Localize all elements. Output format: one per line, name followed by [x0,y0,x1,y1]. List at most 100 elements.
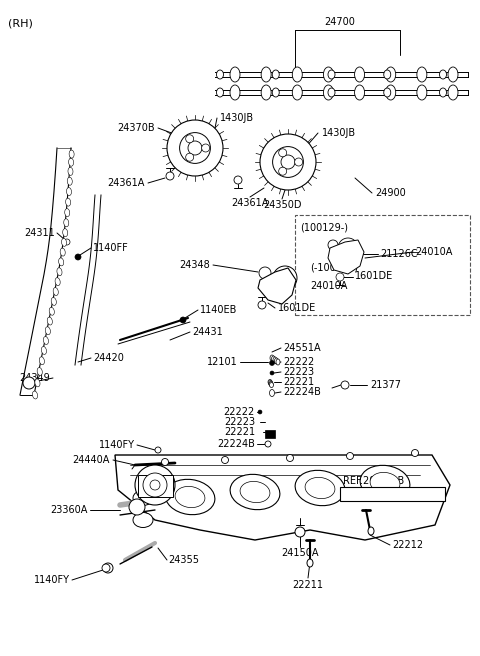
Ellipse shape [230,85,240,100]
Text: 1140EB: 1140EB [200,305,238,315]
Ellipse shape [448,67,458,82]
Text: 22222: 22222 [224,407,255,417]
Ellipse shape [440,88,446,97]
Bar [265,430,275,438]
Circle shape [180,133,210,163]
Text: 1601DE: 1601DE [278,303,316,313]
Ellipse shape [324,67,334,82]
Ellipse shape [386,67,396,82]
Ellipse shape [37,367,42,375]
Circle shape [411,449,419,457]
Ellipse shape [59,258,64,266]
Ellipse shape [63,229,68,237]
Ellipse shape [417,85,427,100]
Circle shape [234,176,242,184]
Ellipse shape [324,85,334,100]
Text: 12101: 12101 [207,357,238,367]
Circle shape [338,238,358,258]
Ellipse shape [55,277,60,285]
Text: 24700: 24700 [324,17,355,27]
Ellipse shape [216,70,224,79]
Ellipse shape [61,238,67,247]
Ellipse shape [272,88,279,97]
Ellipse shape [269,390,275,396]
Ellipse shape [69,158,73,166]
Circle shape [270,371,274,375]
Ellipse shape [165,480,215,515]
Ellipse shape [67,177,72,185]
Ellipse shape [41,346,47,354]
Text: (RH): (RH) [8,18,33,28]
Circle shape [75,254,81,260]
Bar [340,487,445,501]
Text: 24370B: 24370B [118,123,155,133]
Text: 24350D: 24350D [263,200,301,210]
Text: 22223: 22223 [283,367,314,377]
Ellipse shape [64,219,69,227]
Circle shape [279,167,287,175]
Ellipse shape [355,67,365,82]
Text: 24361A: 24361A [231,198,269,208]
Ellipse shape [292,67,302,82]
Ellipse shape [51,297,56,306]
Circle shape [279,149,287,157]
Circle shape [347,453,353,459]
Circle shape [273,146,303,177]
Text: 22224B: 22224B [217,439,255,449]
Text: 24311: 24311 [24,228,55,238]
Ellipse shape [47,317,52,325]
Text: 1140FF: 1140FF [93,243,129,253]
Text: 24010A: 24010A [415,247,452,257]
Ellipse shape [57,268,62,276]
Text: REF.20-221B: REF.20-221B [343,476,404,486]
Ellipse shape [133,512,153,527]
Circle shape [287,455,293,462]
Ellipse shape [269,382,274,388]
Ellipse shape [60,248,65,256]
Ellipse shape [295,470,345,506]
Circle shape [129,499,145,515]
Circle shape [258,301,266,309]
Text: 23360A: 23360A [50,505,88,515]
Text: 22222: 22222 [283,357,314,367]
Ellipse shape [43,337,48,344]
Ellipse shape [270,355,274,361]
Circle shape [295,158,302,166]
Ellipse shape [328,70,335,79]
Ellipse shape [360,465,410,501]
Circle shape [155,447,161,453]
Text: 1140FY: 1140FY [34,575,70,585]
Circle shape [280,273,290,283]
Polygon shape [258,268,296,304]
Text: 24010A: 24010A [310,281,348,291]
Text: (-100129): (-100129) [310,262,358,272]
Ellipse shape [370,472,400,493]
Ellipse shape [230,67,240,82]
Text: 24431: 24431 [192,327,223,337]
Ellipse shape [368,527,374,535]
Ellipse shape [261,67,271,82]
Ellipse shape [272,70,279,79]
Text: 22211: 22211 [292,580,324,590]
Ellipse shape [216,88,224,97]
Bar [295,215,470,315]
Text: —: — [410,247,420,257]
Ellipse shape [268,380,272,384]
Ellipse shape [448,85,458,100]
Text: (100129-): (100129-) [300,222,348,232]
Ellipse shape [240,482,270,502]
Text: 24355: 24355 [168,555,199,565]
Text: 1140FY: 1140FY [99,440,135,450]
Ellipse shape [417,67,427,82]
Text: 24900: 24900 [375,188,406,198]
Circle shape [341,381,349,389]
Text: 21126C: 21126C [380,249,418,259]
Ellipse shape [68,167,73,175]
Polygon shape [115,455,450,540]
Text: 24349: 24349 [19,373,50,383]
Circle shape [344,244,352,252]
Ellipse shape [384,70,391,79]
Ellipse shape [66,198,71,206]
Text: 24348: 24348 [179,260,210,270]
Text: 22221: 22221 [224,427,255,437]
